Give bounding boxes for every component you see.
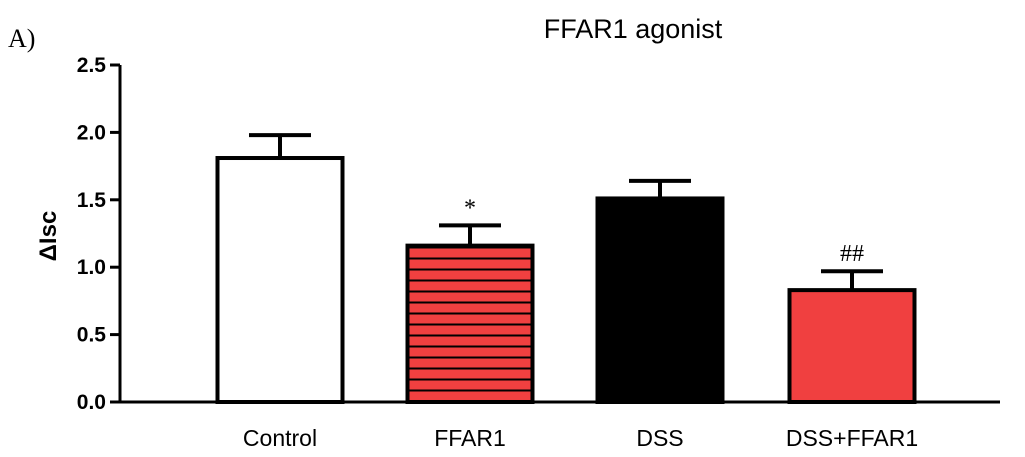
chart-title: FFAR1 agonist: [544, 14, 723, 44]
y-tick-label: 2.0: [77, 121, 106, 144]
y-tick-label: 2.5: [77, 54, 107, 77]
x-tick-label: DSS+FFAR1: [786, 425, 918, 451]
x-tick-label: DSS: [636, 425, 683, 451]
y-axis-label: ΔIsc: [35, 211, 62, 262]
y-tick-label: 1.5: [77, 189, 107, 212]
y-axis-ticks: 0.0 0.5 1.0 1.5 2.0 2.5: [77, 54, 120, 414]
bar-dss: [595, 196, 725, 404]
significance-marker: ##: [840, 241, 864, 267]
panel-label: A): [8, 24, 35, 53]
y-tick-label: 0.5: [77, 324, 107, 347]
error-bars: [249, 133, 883, 291]
x-tick-label: Control: [243, 425, 317, 451]
x-tick-label: FFAR1: [434, 425, 506, 451]
bar-ffar1: [405, 243, 535, 404]
bar-dss-ffar1: [787, 288, 917, 404]
x-axis-ticks: Control FFAR1 DSS DSS+FFAR1: [243, 425, 918, 451]
bars: [215, 156, 917, 404]
significance-marker: *: [464, 195, 476, 221]
bar-control: [215, 156, 345, 404]
y-tick-label: 0.0: [77, 391, 106, 414]
y-tick-label: 1.0: [77, 256, 106, 279]
significance-annotations: * ##: [464, 195, 864, 267]
